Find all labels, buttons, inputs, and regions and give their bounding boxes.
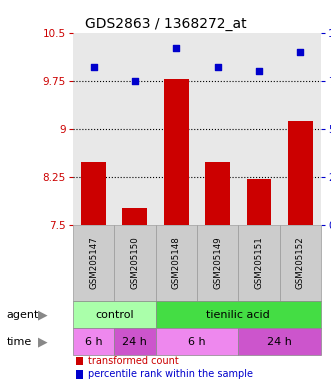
Text: 6 h: 6 h <box>188 337 206 347</box>
Text: control: control <box>95 310 133 320</box>
Text: transformed count: transformed count <box>88 356 179 366</box>
Text: GSM205148: GSM205148 <box>172 237 181 290</box>
Point <box>298 49 303 55</box>
Point <box>173 45 179 51</box>
Text: 24 h: 24 h <box>122 337 147 347</box>
Text: 6 h: 6 h <box>85 337 102 347</box>
Point <box>215 64 220 70</box>
Text: GSM205152: GSM205152 <box>296 237 305 290</box>
Text: GDS2863 / 1368272_at: GDS2863 / 1368272_at <box>85 17 246 31</box>
Text: ▶: ▶ <box>38 308 48 321</box>
Text: agent: agent <box>7 310 39 320</box>
Point <box>256 68 261 74</box>
Bar <box>288 121 313 225</box>
Bar <box>205 162 230 225</box>
Text: GSM205151: GSM205151 <box>255 237 263 290</box>
Bar <box>81 162 106 225</box>
Bar <box>164 79 189 225</box>
Text: tienilic acid: tienilic acid <box>207 310 270 320</box>
Point <box>132 78 138 84</box>
Text: 24 h: 24 h <box>267 337 292 347</box>
Text: time: time <box>7 337 32 347</box>
Text: GSM205149: GSM205149 <box>213 237 222 290</box>
Bar <box>247 179 271 225</box>
Point <box>91 64 96 70</box>
Text: GSM205150: GSM205150 <box>130 237 139 290</box>
Bar <box>122 208 147 225</box>
Text: percentile rank within the sample: percentile rank within the sample <box>88 369 253 379</box>
Text: ▶: ▶ <box>38 335 48 348</box>
Text: GSM205147: GSM205147 <box>89 237 98 290</box>
